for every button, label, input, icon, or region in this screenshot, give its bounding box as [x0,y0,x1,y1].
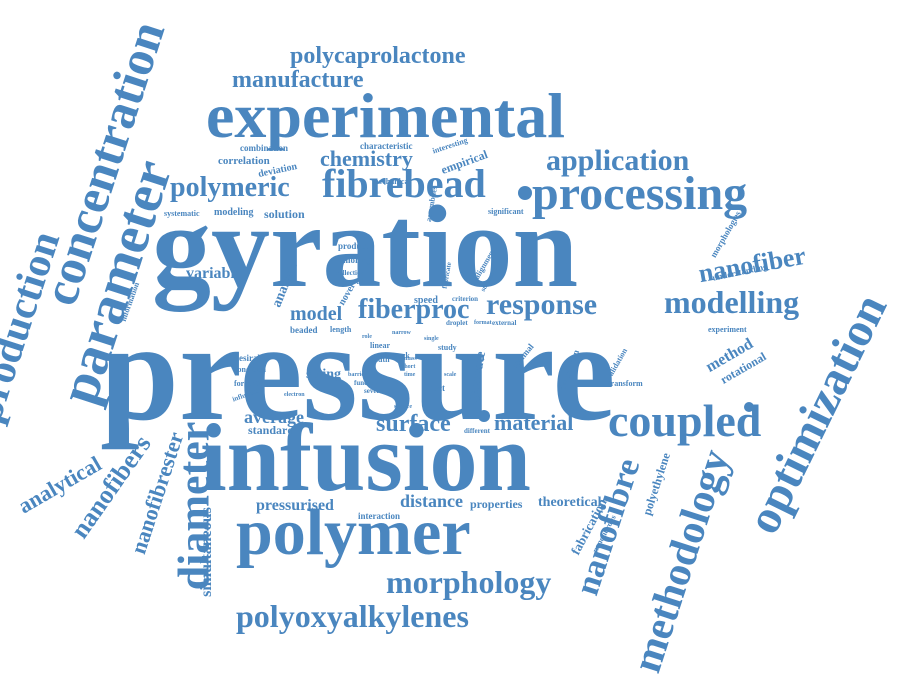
word-experimental: experimental [206,80,565,151]
word-effect: effect [424,383,445,393]
word-time: time [404,372,416,378]
word-desirable: desirable [234,353,269,363]
word-mass: mass [404,356,417,362]
word-droplet: droplet [446,319,468,327]
cloud-dot [744,402,754,412]
word-standard: standard [248,423,295,437]
cloud-dot [478,410,490,422]
word-processing: processing [532,167,748,220]
word-pressurised: pressurised [256,497,334,514]
word-polymeric: polymeric [170,172,290,203]
word-pressure: pressure [100,292,616,450]
word-material: material [494,410,574,435]
word-barrier: barrier [348,372,367,378]
word-format: format [474,320,492,326]
word-condition: condition [234,365,267,374]
word-role: role [362,334,372,340]
word-application: application [546,144,690,177]
word-surface: surface [376,411,451,437]
word-variable: variable [186,265,242,282]
word-external: external [492,319,517,327]
word-mechanical: mechanical [372,177,411,186]
word-study: study [438,343,457,352]
word-fiberproc: fiberproc [358,294,470,325]
word-theoretical: theoretical [538,495,602,510]
word-manufacture: manufacture [232,67,364,93]
word-product: product [338,241,369,251]
word-modeling: modeling [214,207,254,218]
word-polyethylene: polyethylene [639,451,673,517]
word-interaction: interaction [358,511,400,521]
word-optimization: optimization [736,285,898,542]
word-model: model [290,303,343,325]
word-science: science [394,404,412,410]
word-polymer: polymer [236,496,471,569]
word-infusion: infusion [200,404,531,511]
word-collection: collection [336,269,365,277]
word-transform: transform [608,379,643,388]
word-experiment: experiment [708,325,747,334]
word-polyoxyalkylenes: polyoxyalkylenes [236,598,469,634]
word-electron: electron [284,392,305,398]
word-coupled: coupled [608,395,762,446]
word-criterion: criterion [452,295,479,303]
word-result: result [346,277,366,286]
word-chemistry: chemistry [320,146,413,171]
word-solution: solution [264,207,305,221]
cloud-dot [518,186,532,200]
word-modelling: modelling [664,284,800,320]
word-simultaneous: simultaneous [197,507,215,597]
word-narrow: narrow [392,330,411,336]
word-tailoring: tailoring [338,255,371,265]
word-gyration: gyration [152,181,579,312]
word-function: function [354,379,379,387]
word-correlation: correlation [218,155,270,167]
word-string: string [306,367,341,382]
word-length: length [330,325,352,334]
word-formation: formation [234,379,269,388]
word-combination: combination [240,143,289,153]
word-characteristic: characteristic [360,141,413,151]
word-speed: speed [414,295,438,306]
word-work: work [392,351,410,360]
word-response: response [486,288,598,321]
word-scale: scale [444,372,457,378]
word-several: several [364,387,385,395]
word-find: find [430,356,441,362]
word-production: production [0,225,70,429]
word-morphology: morphology [386,564,552,600]
word-polycaprolactone: polycaprolactone [290,43,466,69]
word-average: average [244,407,304,427]
word-short: short [402,364,416,370]
word-distance: distance [400,491,463,511]
word-single: single [424,336,439,342]
word-properties: properties [470,497,523,511]
word-significant: significant [488,207,524,216]
word-different: different [464,427,490,435]
word-width: width [370,355,390,364]
word-beaded: beaded [290,325,318,335]
word-systematic: systematic [164,209,200,218]
word-fibrebead: fibrebead [322,161,486,206]
word-spun: spun [460,349,485,363]
word-linear: linear [370,341,390,350]
